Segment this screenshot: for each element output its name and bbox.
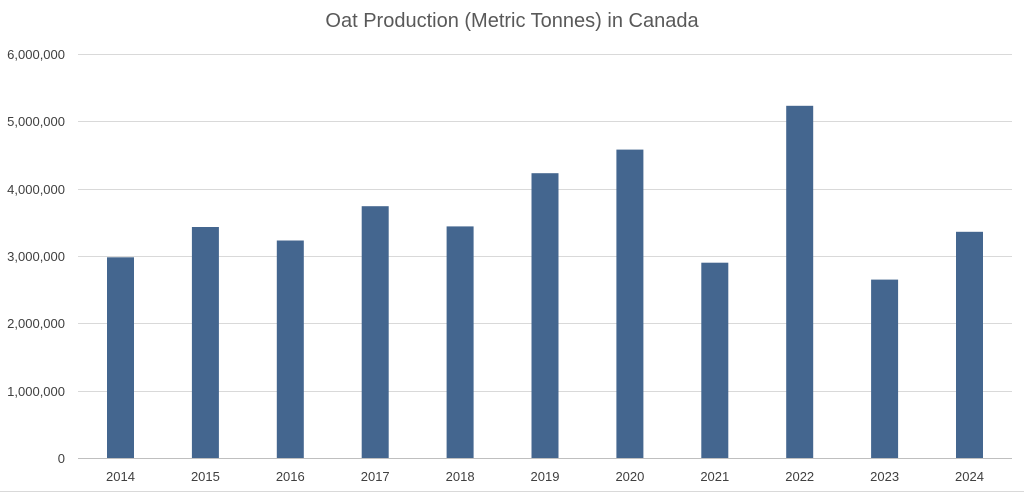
- bar-2024: [956, 231, 983, 458]
- bars: [107, 105, 983, 459]
- y-tick-label: 5,000,000: [7, 114, 65, 129]
- y-tick-label: 0: [58, 451, 65, 466]
- x-tick-label: 2018: [446, 469, 475, 484]
- bar-2023: [871, 279, 899, 458]
- y-tick-label: 2,000,000: [7, 316, 65, 331]
- bar-2021: [701, 262, 729, 458]
- bar-2018: [446, 226, 474, 458]
- bar-2014: [107, 257, 134, 458]
- x-tick-label: 2019: [531, 469, 560, 484]
- x-tick-label: 2014: [106, 469, 135, 484]
- bar-2015: [191, 227, 219, 458]
- x-tick-label: 2022: [785, 469, 814, 484]
- x-tick-label: 2023: [870, 469, 899, 484]
- y-tick-label: 4,000,000: [7, 182, 65, 197]
- bar-2019: [531, 173, 559, 458]
- bar-2020: [616, 149, 644, 458]
- x-tick-label: 2015: [191, 469, 220, 484]
- x-axis-tick-labels: 2014 2015 2016 2017 2018 2019 2020 2021 2022 2023…: [106, 469, 984, 484]
- chart-title: Oat Production (Metric Tonnes) in Canada: [325, 10, 699, 32]
- bar-2016: [276, 240, 304, 458]
- x-tick-label: 2024: [955, 469, 984, 484]
- y-tick-label: 6,000,000: [7, 47, 65, 62]
- x-tick-label: 2016: [276, 469, 305, 484]
- chart-frame-bottom: [0, 491, 1024, 492]
- y-axis-tick-labels: 0 1,000,000 2,000,000 3,000,000 4,000,000 5,0…: [7, 47, 65, 466]
- bar-2022: [786, 105, 814, 459]
- y-tick-label: 1,000,000: [7, 384, 65, 399]
- bar-2017: [361, 206, 389, 458]
- y-tick-label: 3,000,000: [7, 249, 65, 264]
- x-tick-label: 2017: [361, 469, 390, 484]
- x-tick-label: 2020: [615, 469, 644, 484]
- x-tick-label: 2021: [700, 469, 729, 484]
